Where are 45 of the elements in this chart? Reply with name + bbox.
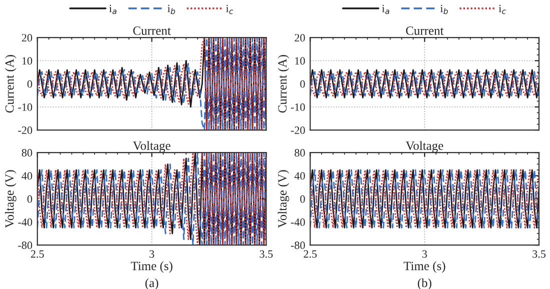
y-tick-label: 10 bbox=[295, 57, 305, 65]
line-series bbox=[37, 152, 266, 246]
y-tick-label: -80 bbox=[290, 242, 305, 250]
legend-label: i$_{c}$ bbox=[498, 4, 506, 14]
x-axis-title: Time (s) bbox=[404, 261, 446, 273]
legend-label: i$_{a}$ bbox=[382, 4, 390, 14]
y-axis-title: Current (A) bbox=[278, 55, 290, 113]
chart-title: Voltage bbox=[406, 141, 444, 153]
x-axis-title: Time (s) bbox=[130, 261, 172, 273]
chart-title: Current bbox=[133, 26, 171, 35]
legend-label: i$_{b}$ bbox=[440, 4, 448, 14]
y-tick-label: -10 bbox=[18, 103, 32, 111]
y-axis-title: Voltage (V) bbox=[278, 170, 290, 228]
y-tick-label: 0 bbox=[300, 195, 305, 203]
x-tick-label: 3 bbox=[150, 250, 154, 258]
x-tick-label: 2.5 bbox=[30, 250, 44, 258]
x-tick-label: 3.5 bbox=[260, 250, 273, 258]
y-tick-label: 40 bbox=[294, 172, 305, 180]
chart-title: Voltage bbox=[132, 141, 170, 153]
chart-title: Current bbox=[406, 26, 444, 35]
y-tick-label: -20 bbox=[18, 126, 32, 134]
y-tick-label: 0 bbox=[300, 80, 305, 88]
y-tick-label: -40 bbox=[18, 218, 32, 226]
y-tick-label: -80 bbox=[18, 242, 32, 250]
x-tick-label: 3.5 bbox=[532, 250, 546, 258]
y-tick-label: 20 bbox=[22, 34, 32, 42]
line-series bbox=[37, 38, 266, 130]
legend-label: i$_{b}$ bbox=[168, 4, 176, 14]
line-series bbox=[310, 169, 539, 228]
y-tick-label: 10 bbox=[22, 57, 32, 65]
y-tick-label: 0 bbox=[27, 80, 32, 88]
y-tick-label: 20 bbox=[294, 34, 305, 42]
legend-label: i$_{a}$ bbox=[109, 4, 116, 14]
y-tick-label: 0 bbox=[27, 195, 32, 203]
legend-label: i$_{c}$ bbox=[226, 4, 234, 14]
y-tick-label: -10 bbox=[290, 103, 305, 111]
x-tick-label: 3 bbox=[422, 250, 427, 258]
y-axis-title: Voltage (V) bbox=[4, 170, 16, 228]
y-tick-label: 40 bbox=[22, 172, 32, 180]
y-tick-label: 80 bbox=[294, 149, 305, 157]
y-axis-title: Current (A) bbox=[5, 55, 16, 113]
y-tick-label: 80 bbox=[22, 149, 32, 157]
x-tick-label: 2.5 bbox=[304, 250, 317, 258]
y-tick-label: -40 bbox=[290, 218, 305, 226]
y-tick-label: -20 bbox=[290, 126, 305, 134]
